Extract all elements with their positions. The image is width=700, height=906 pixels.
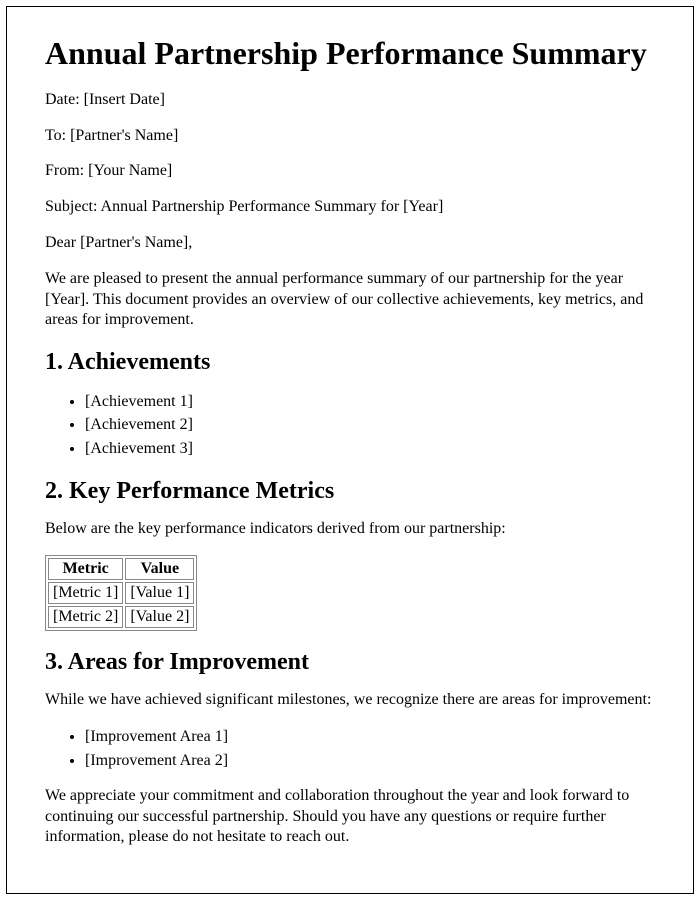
- document-page: Annual Partnership Performance Summary D…: [6, 6, 694, 894]
- closing-paragraph: We appreciate your commitment and collab…: [45, 786, 655, 848]
- to-line: To: [Partner's Name]: [45, 126, 655, 147]
- list-item: [Achievement 3]: [85, 437, 655, 460]
- date-line: Date: [Insert Date]: [45, 90, 655, 111]
- list-item: [Achievement 2]: [85, 413, 655, 436]
- table-cell: [Value 2]: [125, 606, 194, 628]
- page-title: Annual Partnership Performance Summary: [45, 35, 655, 72]
- table-cell: [Metric 1]: [48, 582, 123, 604]
- metrics-intro: Below are the key performance indicators…: [45, 519, 655, 540]
- table-header-row: Metric Value: [48, 558, 194, 580]
- list-item: [Improvement Area 1]: [85, 725, 655, 748]
- list-item: [Achievement 1]: [85, 390, 655, 413]
- table-cell: [Metric 2]: [48, 606, 123, 628]
- section-heading-achievements: 1. Achievements: [45, 349, 655, 376]
- achievements-list: [Achievement 1] [Achievement 2] [Achieve…: [45, 390, 655, 460]
- metrics-table: Metric Value [Metric 1] [Value 1] [Metri…: [45, 555, 197, 631]
- section-heading-metrics: 2. Key Performance Metrics: [45, 478, 655, 505]
- table-header-cell: Value: [125, 558, 194, 580]
- intro-paragraph: We are pleased to present the annual per…: [45, 269, 655, 331]
- table-header-cell: Metric: [48, 558, 123, 580]
- table-row: [Metric 2] [Value 2]: [48, 606, 194, 628]
- table-cell: [Value 1]: [125, 582, 194, 604]
- improvement-intro: While we have achieved significant miles…: [45, 690, 655, 711]
- subject-line: Subject: Annual Partnership Performance …: [45, 197, 655, 218]
- table-row: [Metric 1] [Value 1]: [48, 582, 194, 604]
- improvement-list: [Improvement Area 1] [Improvement Area 2…: [45, 725, 655, 771]
- salutation: Dear [Partner's Name],: [45, 233, 655, 254]
- list-item: [Improvement Area 2]: [85, 749, 655, 772]
- section-heading-improvement: 3. Areas for Improvement: [45, 649, 655, 676]
- from-line: From: [Your Name]: [45, 161, 655, 182]
